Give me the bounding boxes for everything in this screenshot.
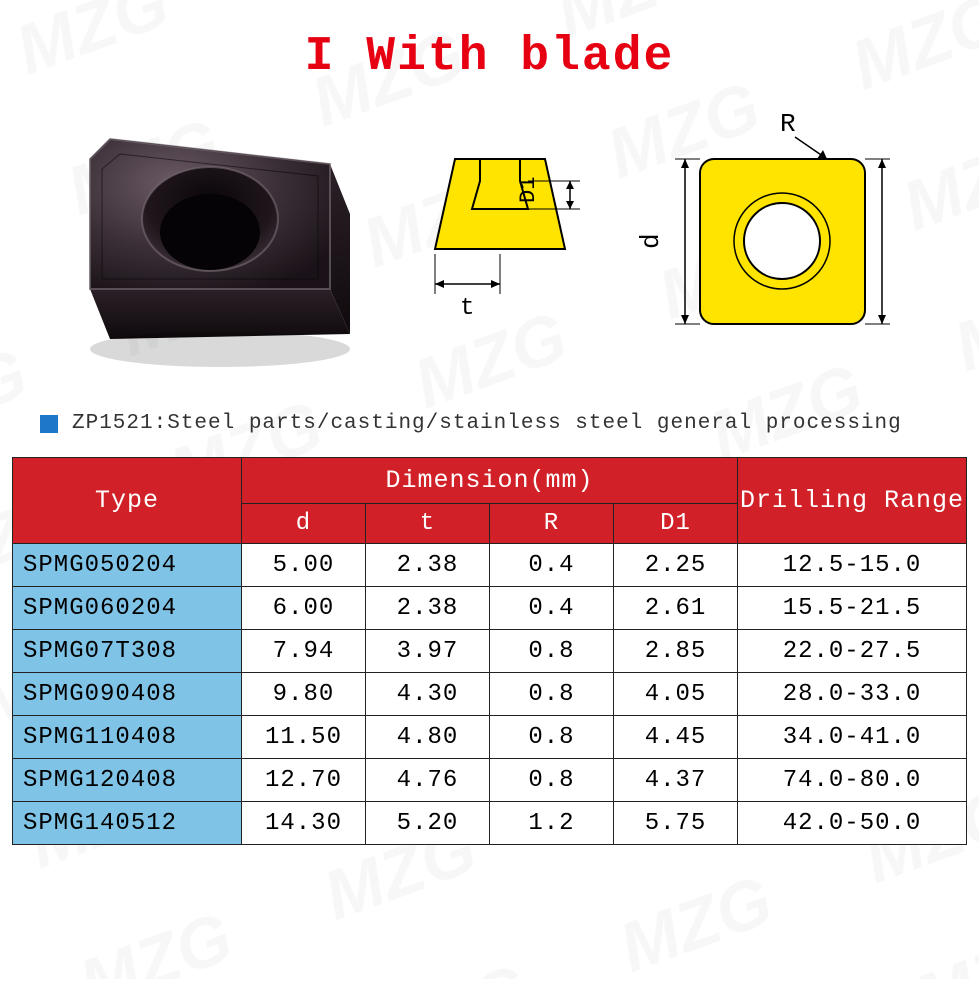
cell-R: 0.8	[489, 673, 613, 716]
graphics-row: D1 t R	[0, 84, 979, 394]
cell-d: 5.00	[241, 544, 365, 587]
svg-text:t: t	[460, 295, 474, 322]
title-text: I With blade	[305, 30, 675, 84]
cell-d: 12.70	[241, 759, 365, 802]
cell-R: 0.8	[489, 630, 613, 673]
cell-t: 3.97	[365, 630, 489, 673]
svg-text:d: d	[636, 233, 666, 249]
cell-D1: 4.45	[614, 716, 738, 759]
spec-table: Type Dimension(mm) Drilling Range dtRD1 …	[12, 457, 967, 845]
svg-text:D1: D1	[516, 177, 541, 203]
cell-t: 2.38	[365, 544, 489, 587]
table-row: SPMG07T3087.943.970.82.8522.0-27.5	[13, 630, 967, 673]
th-sub-d: d	[241, 504, 365, 544]
cell-type: SPMG110408	[13, 716, 242, 759]
cell-R: 0.4	[489, 587, 613, 630]
cell-t: 4.30	[365, 673, 489, 716]
table-row: SPMG14051214.305.201.25.7542.0-50.0	[13, 802, 967, 845]
cell-range: 12.5-15.0	[738, 544, 967, 587]
cell-t: 5.20	[365, 802, 489, 845]
cell-range: 34.0-41.0	[738, 716, 967, 759]
cell-type: SPMG07T308	[13, 630, 242, 673]
cell-R: 0.8	[489, 716, 613, 759]
cell-range: 22.0-27.5	[738, 630, 967, 673]
note-bullet-icon	[40, 415, 58, 433]
cell-d: 6.00	[241, 587, 365, 630]
cell-t: 4.80	[365, 716, 489, 759]
th-sub-D1: D1	[614, 504, 738, 544]
th-sub-R: R	[489, 504, 613, 544]
cell-D1: 4.05	[614, 673, 738, 716]
table-row: SPMG0602046.002.380.42.6115.5-21.5	[13, 587, 967, 630]
cell-D1: 2.25	[614, 544, 738, 587]
cell-range: 74.0-80.0	[738, 759, 967, 802]
cell-range: 28.0-33.0	[738, 673, 967, 716]
cell-t: 4.76	[365, 759, 489, 802]
cell-R: 0.4	[489, 544, 613, 587]
th-dimension: Dimension(mm)	[241, 458, 737, 504]
cell-R: 0.8	[489, 759, 613, 802]
th-type: Type	[13, 458, 242, 544]
table-row: SPMG11040811.504.800.84.4534.0-41.0	[13, 716, 967, 759]
cell-D1: 5.75	[614, 802, 738, 845]
cell-d: 7.94	[241, 630, 365, 673]
table-row: SPMG0502045.002.380.42.2512.5-15.0	[13, 544, 967, 587]
th-range: Drilling Range	[738, 458, 967, 544]
cell-R: 1.2	[489, 802, 613, 845]
diagram-side-view: D1 t	[410, 119, 590, 359]
cell-t: 2.38	[365, 587, 489, 630]
table-row: SPMG0904089.804.300.84.0528.0-33.0	[13, 673, 967, 716]
table-row: SPMG12040812.704.760.84.3774.0-80.0	[13, 759, 967, 802]
page-title: I With blade	[0, 0, 979, 84]
cell-d: 11.50	[241, 716, 365, 759]
th-sub-t: t	[365, 504, 489, 544]
cell-type: SPMG120408	[13, 759, 242, 802]
insert-photo	[50, 104, 370, 374]
cell-type: SPMG140512	[13, 802, 242, 845]
material-note: ZP1521:Steel parts/casting/stainless ste…	[0, 394, 979, 457]
cell-range: 15.5-21.5	[738, 587, 967, 630]
cell-d: 9.80	[241, 673, 365, 716]
svg-text:R: R	[780, 109, 796, 139]
cell-type: SPMG090408	[13, 673, 242, 716]
cell-D1: 2.61	[614, 587, 738, 630]
cell-d: 14.30	[241, 802, 365, 845]
diagram-top-view: R d	[630, 109, 910, 369]
cell-D1: 4.37	[614, 759, 738, 802]
cell-range: 42.0-50.0	[738, 802, 967, 845]
note-text: ZP1521:Steel parts/casting/stainless ste…	[72, 412, 902, 435]
cell-type: SPMG050204	[13, 544, 242, 587]
cell-D1: 2.85	[614, 630, 738, 673]
cell-type: SPMG060204	[13, 587, 242, 630]
